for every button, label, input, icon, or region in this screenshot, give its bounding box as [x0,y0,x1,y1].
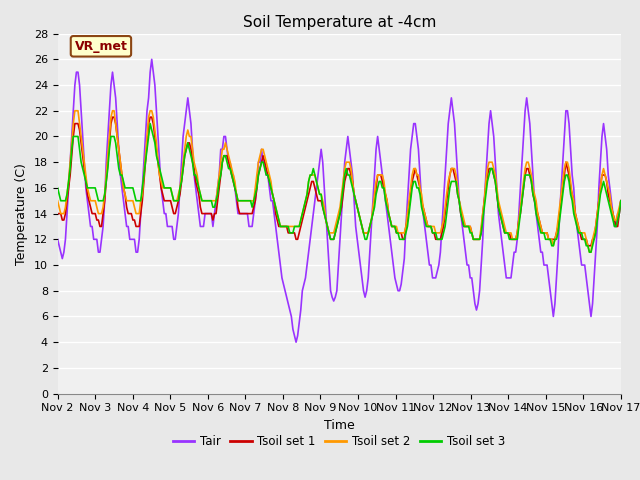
Text: VR_met: VR_met [74,40,127,53]
Legend: Tair, Tsoil set 1, Tsoil set 2, Tsoil set 3: Tair, Tsoil set 1, Tsoil set 2, Tsoil se… [168,430,510,453]
Y-axis label: Temperature (C): Temperature (C) [15,163,28,264]
X-axis label: Time: Time [324,419,355,432]
Title: Soil Temperature at -4cm: Soil Temperature at -4cm [243,15,436,30]
